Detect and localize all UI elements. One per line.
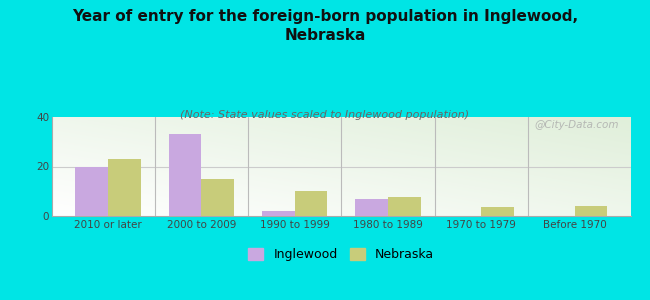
Bar	[262, 211, 294, 216]
Bar	[356, 199, 388, 216]
Bar	[481, 207, 514, 216]
Bar	[294, 191, 327, 216]
Text: (Note: State values scaled to Inglewood population): (Note: State values scaled to Inglewood …	[181, 110, 469, 119]
Text: Year of entry for the foreign-born population in Inglewood,
Nebraska: Year of entry for the foreign-born popul…	[72, 9, 578, 43]
Bar	[202, 179, 234, 216]
Text: @City-Data.com: @City-Data.com	[534, 120, 619, 130]
Bar	[575, 206, 607, 216]
Bar	[168, 134, 202, 216]
Bar	[108, 159, 140, 216]
Bar	[75, 167, 108, 216]
Bar	[388, 197, 421, 216]
Legend: Inglewood, Nebraska: Inglewood, Nebraska	[248, 248, 434, 261]
